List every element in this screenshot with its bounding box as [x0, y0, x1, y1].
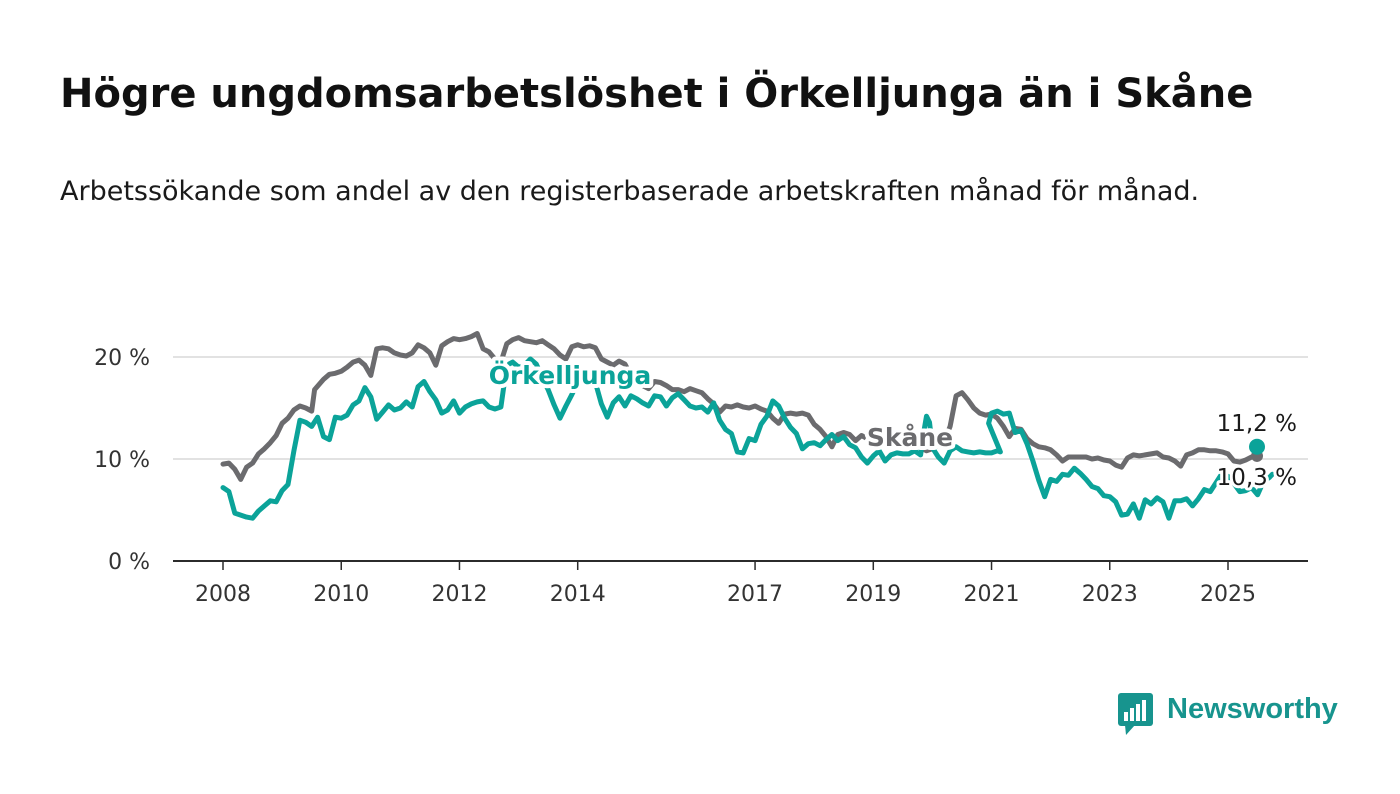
x-tick-label: 2010 [313, 582, 369, 607]
end-label-orkelljunga-halo: 11,2 % [1217, 411, 1297, 437]
x-tick-label: 2019 [845, 582, 901, 607]
newsworthy-logo[interactable]: Newsworthy [1117, 690, 1347, 738]
x-tick-label: 2025 [1200, 582, 1256, 607]
y-tick-label: 10 % [94, 448, 150, 473]
series-label-orkelljunga: Örkelljunga [489, 360, 652, 390]
series-line-skane [220, 331, 1261, 482]
series-line-orkelljunga [220, 356, 1275, 521]
x-tick-label: 2021 [964, 582, 1020, 607]
brand-name: Newsworthy [1167, 693, 1338, 725]
y-tick-label: 20 % [94, 346, 150, 371]
bar-chart-speech-bubble-icon [1118, 693, 1153, 735]
end-label-skane-halo: 10,3 % [1217, 465, 1297, 491]
series-label-skane-halo: Skåne [867, 423, 953, 452]
series-lines [220, 331, 1275, 521]
x-tick-label: 2008 [195, 582, 251, 607]
end-label-skane: 10,3 % [1217, 465, 1297, 491]
series-label-skane: Skåne [867, 423, 953, 452]
series-end-point-orkelljunga [1249, 438, 1265, 455]
end-label-orkelljunga: 11,2 % [1217, 411, 1297, 437]
chart-subtitle: Arbetssökande som andel av den registerb… [60, 176, 1200, 207]
series-label-orkelljunga-halo: Örkelljunga [489, 360, 652, 390]
x-tick-label: 2023 [1082, 582, 1138, 607]
y-tick-label: 0 % [108, 550, 150, 575]
axes: 0 % 10 % 20 % 2008 2010 2012 2014 2017 2019 2021 2… [94, 346, 1308, 607]
x-tick-label: 2012 [431, 582, 487, 607]
grid-lines [173, 356, 1308, 460]
x-tick-label: 2014 [550, 582, 606, 607]
chart-title: Högre ungdomsarbetslöshet i Örkelljunga … [60, 71, 1254, 117]
x-tick-label: 2017 [727, 582, 783, 607]
